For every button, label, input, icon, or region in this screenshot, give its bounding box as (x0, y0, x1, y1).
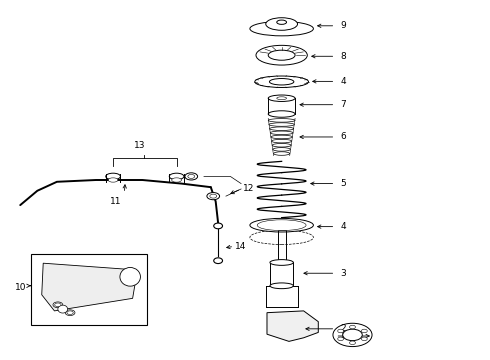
Text: 8: 8 (340, 52, 346, 61)
Ellipse shape (106, 173, 121, 180)
Ellipse shape (250, 22, 314, 36)
Ellipse shape (269, 123, 294, 126)
Ellipse shape (53, 302, 63, 308)
Text: 3: 3 (340, 269, 346, 278)
Ellipse shape (270, 78, 294, 85)
Text: 7: 7 (340, 100, 346, 109)
Ellipse shape (172, 178, 181, 182)
Ellipse shape (270, 127, 294, 130)
Ellipse shape (108, 178, 118, 182)
Ellipse shape (362, 337, 368, 341)
Ellipse shape (343, 329, 362, 341)
Ellipse shape (277, 20, 287, 24)
Text: 5: 5 (340, 179, 346, 188)
Ellipse shape (272, 144, 291, 147)
Ellipse shape (210, 194, 217, 198)
Text: 13: 13 (134, 141, 146, 150)
Polygon shape (42, 263, 135, 311)
Ellipse shape (271, 135, 293, 139)
Ellipse shape (55, 303, 61, 307)
Ellipse shape (266, 18, 297, 30)
Ellipse shape (188, 175, 195, 179)
Ellipse shape (214, 258, 222, 264)
Ellipse shape (268, 95, 295, 102)
Ellipse shape (338, 329, 343, 333)
Ellipse shape (273, 148, 291, 151)
Ellipse shape (120, 267, 141, 286)
Ellipse shape (265, 221, 299, 229)
Ellipse shape (338, 337, 343, 341)
Ellipse shape (268, 50, 295, 60)
Bar (31, 253, 147, 325)
Ellipse shape (250, 219, 314, 232)
Ellipse shape (65, 310, 75, 316)
Polygon shape (267, 311, 318, 341)
Ellipse shape (255, 76, 309, 87)
Ellipse shape (362, 329, 368, 333)
Ellipse shape (256, 45, 307, 65)
Ellipse shape (185, 173, 197, 180)
Ellipse shape (270, 260, 294, 265)
Ellipse shape (169, 173, 184, 180)
Text: 14: 14 (235, 242, 246, 251)
Ellipse shape (333, 323, 372, 347)
Ellipse shape (207, 193, 220, 200)
Ellipse shape (271, 139, 292, 143)
Text: 10: 10 (15, 283, 26, 292)
Text: 12: 12 (243, 184, 254, 193)
Text: 2: 2 (340, 324, 346, 333)
Ellipse shape (214, 223, 222, 229)
Ellipse shape (257, 220, 306, 230)
Text: 1: 1 (340, 332, 346, 341)
Ellipse shape (67, 311, 73, 315)
Ellipse shape (58, 305, 68, 313)
Ellipse shape (270, 131, 293, 135)
Ellipse shape (268, 119, 295, 122)
Text: 4: 4 (340, 77, 346, 86)
Ellipse shape (270, 283, 294, 289)
Ellipse shape (349, 341, 355, 345)
Ellipse shape (277, 97, 287, 100)
Text: 6: 6 (340, 132, 346, 141)
Ellipse shape (349, 325, 355, 329)
Text: 4: 4 (340, 222, 346, 231)
Text: 11: 11 (110, 197, 121, 206)
Ellipse shape (268, 111, 295, 117)
Text: 9: 9 (340, 21, 346, 30)
Ellipse shape (273, 152, 290, 155)
